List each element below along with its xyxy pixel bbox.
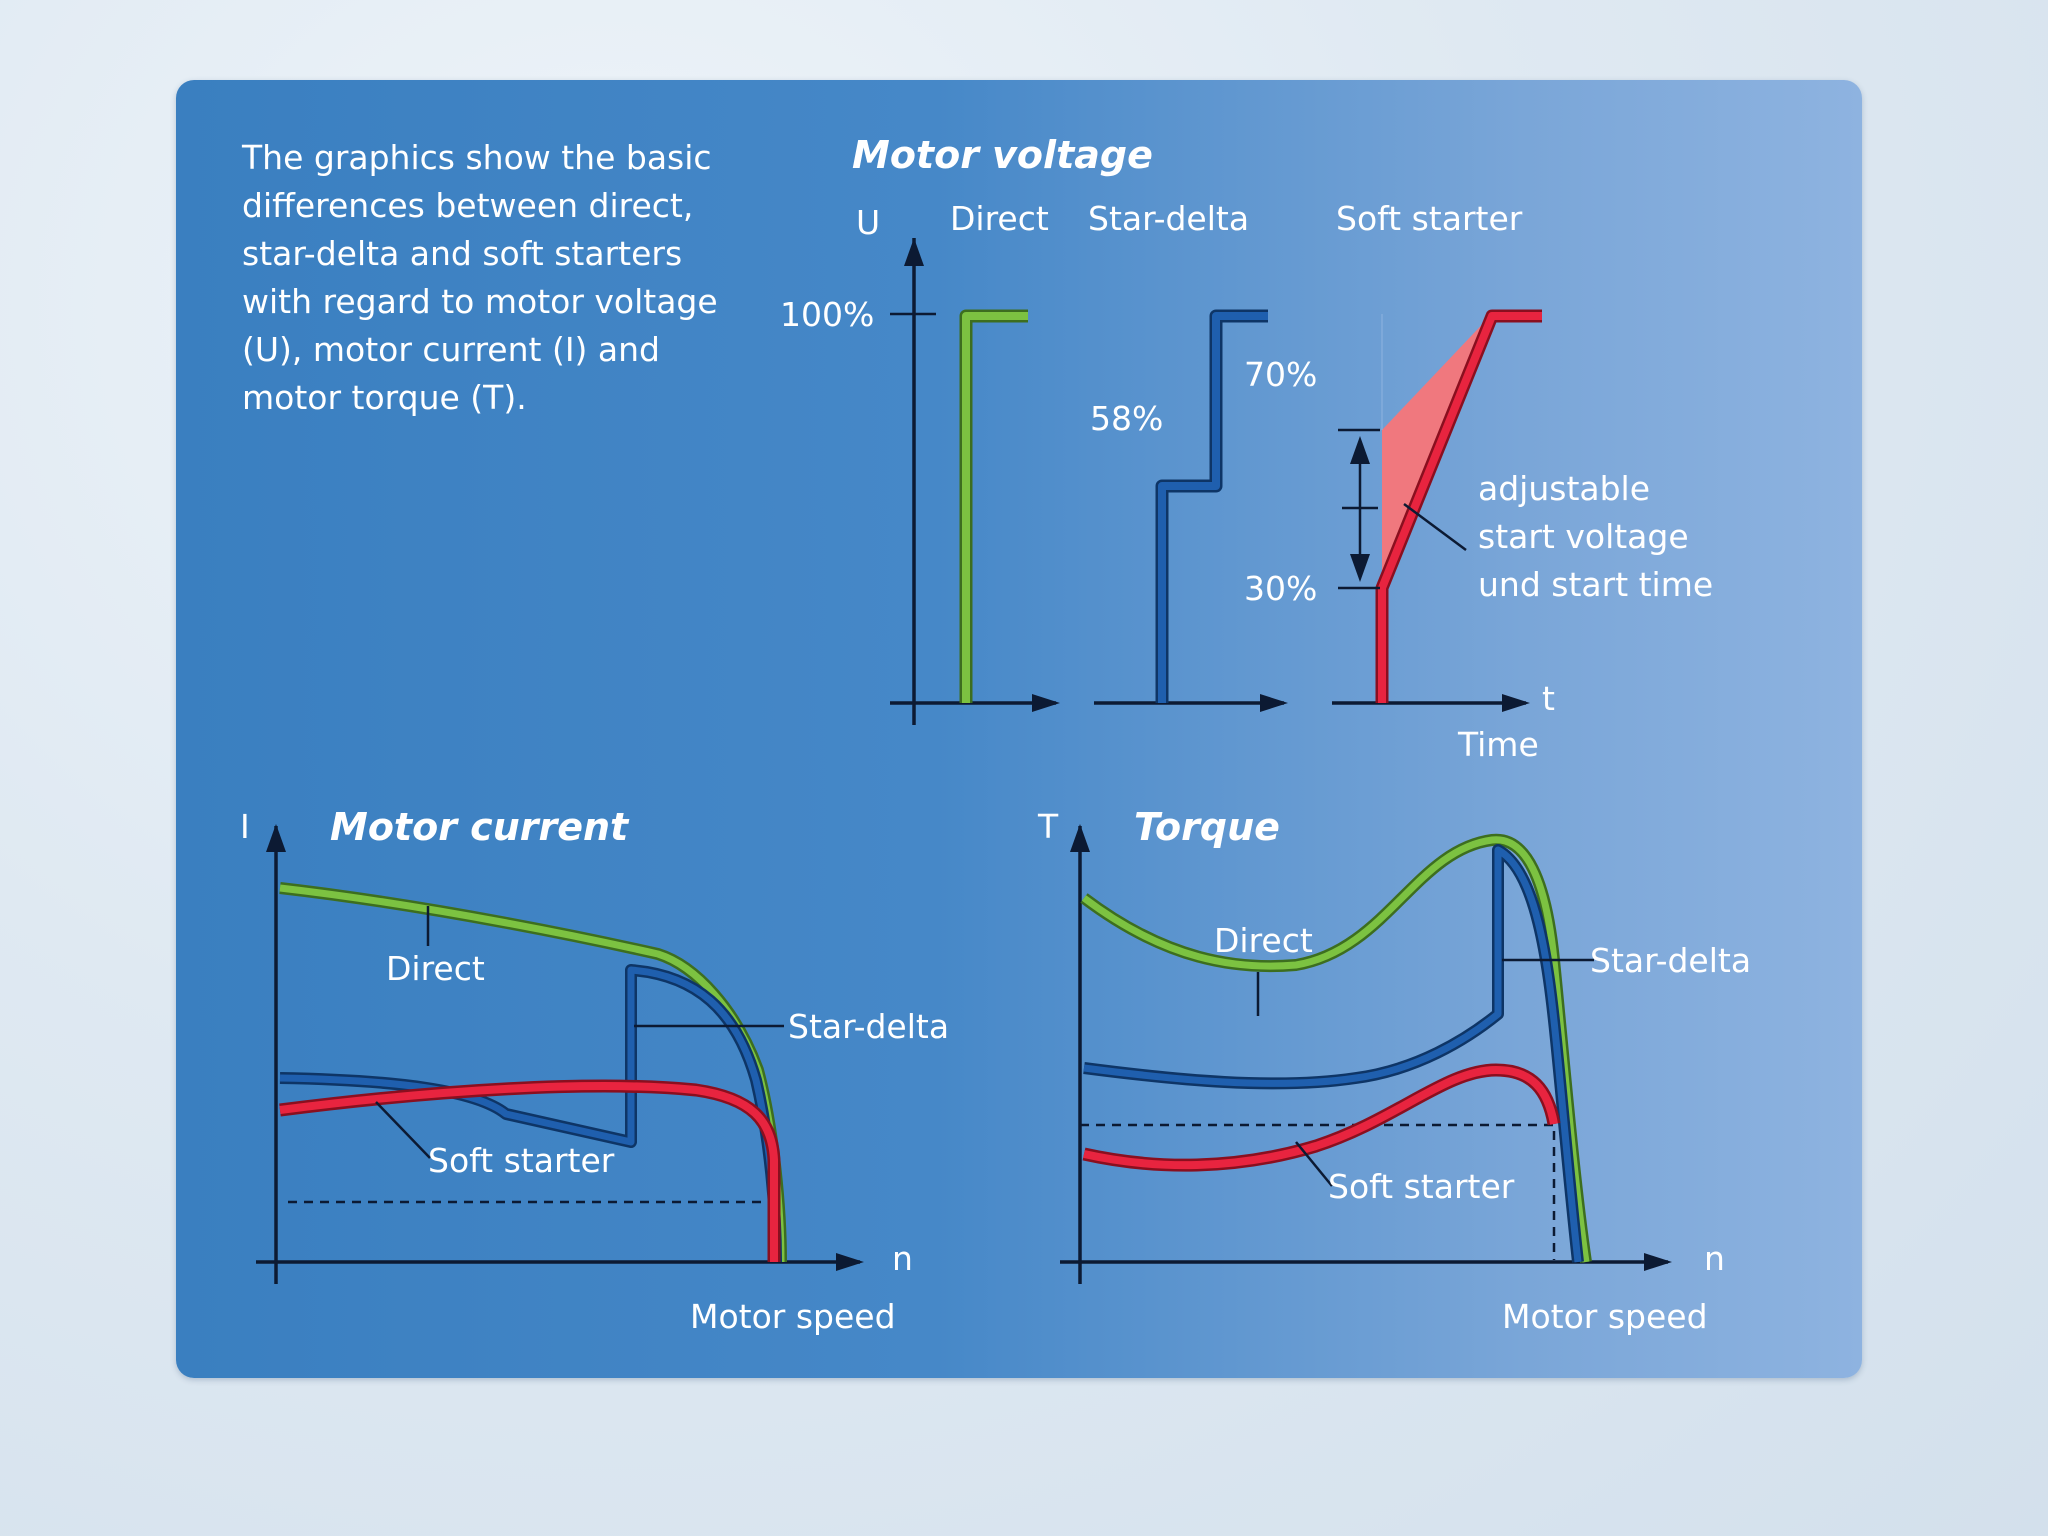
torque-soft-line — [1083, 1065, 1558, 1170]
column-label-direct: Direct — [950, 199, 1049, 238]
intro-line: The graphics show the basic — [242, 138, 712, 177]
current-label-soft: Soft starter — [428, 1141, 615, 1180]
column-label-star-delta: Star-delta — [1088, 199, 1249, 238]
current-y-axis-label: I — [240, 807, 250, 846]
voltage-title: Motor voltage — [852, 133, 1153, 177]
voltage-soft-line — [1378, 312, 1542, 703]
x-arrowhead — [1032, 694, 1060, 712]
intro-line: (U), motor current (I) and — [242, 330, 660, 369]
arrowhead-up — [1350, 436, 1370, 464]
level-100: 100% — [780, 295, 874, 334]
torque-label-star-delta: Star-delta — [1590, 941, 1751, 980]
torque-label-soft: Soft starter — [1328, 1167, 1515, 1206]
torque-chart: T Torque n Motor speed Direct Star-delt — [1037, 805, 1751, 1336]
voltage-chart: Motor voltage U Direct Star-delta Soft s… — [780, 133, 1713, 764]
intro-line: differences between direct, — [242, 186, 694, 225]
torque-title: Torque — [1134, 805, 1280, 849]
voltage-y-axis-label: U — [856, 203, 880, 242]
voltage-y-arrowhead — [904, 238, 924, 266]
level-70: 70% — [1244, 355, 1317, 394]
column-label-soft-starter: Soft starter — [1336, 199, 1523, 238]
current-soft-line — [279, 1082, 778, 1262]
leader-soft — [375, 1101, 431, 1159]
x-arrowhead — [1260, 694, 1288, 712]
torque-x-axis-label: n — [1704, 1239, 1725, 1278]
level-58: 58% — [1090, 399, 1163, 438]
current-x-axis-label: n — [892, 1239, 913, 1278]
voltage-direct-line — [962, 312, 1028, 703]
current-label-direct: Direct — [386, 949, 485, 988]
adjust-note-line-2: start voltage — [1478, 517, 1689, 556]
torque-x-label: Motor speed — [1502, 1297, 1708, 1336]
voltage-direct-shadow — [959, 309, 1028, 703]
voltage-x-label-time: Time — [1457, 725, 1539, 764]
voltage-star-delta-line — [1158, 312, 1268, 703]
diagram-panel: The graphics show the basic differences … — [176, 80, 1862, 1378]
intro-line: with regard to motor voltage — [242, 282, 718, 321]
torque-y-axis-label: T — [1037, 807, 1059, 846]
intro-text: The graphics show the basic differences … — [242, 134, 762, 422]
current-x-label: Motor speed — [690, 1297, 896, 1336]
intro-line: motor torque (T). — [242, 378, 527, 417]
adjust-note-line-1: adjustable — [1478, 469, 1650, 508]
intro-line: star-delta and soft starters — [242, 234, 683, 273]
voltage-x-axis-label: t — [1542, 679, 1555, 718]
arrowhead-down — [1350, 554, 1370, 582]
adjust-note-line-3: und start time — [1478, 565, 1713, 604]
torque-label-direct: Direct — [1214, 921, 1313, 960]
x-arrowhead — [1502, 694, 1530, 712]
torque-load-line — [1080, 1123, 1556, 1260]
current-label-star-delta: Star-delta — [788, 1007, 949, 1046]
current-y-arrowhead — [266, 824, 286, 852]
note-leader-line — [1403, 502, 1467, 552]
current-title: Motor current — [330, 805, 630, 849]
torque-star-delta-line — [1083, 846, 1582, 1263]
current-star-delta-line — [279, 966, 780, 1263]
current-chart: I Motor current n Motor speed Direct St — [240, 805, 949, 1336]
torque-x-arrowhead — [1644, 1253, 1672, 1271]
current-x-arrowhead — [836, 1253, 864, 1271]
level-30: 30% — [1244, 569, 1317, 608]
torque-y-arrowhead — [1070, 824, 1090, 852]
starter-comparison-diagram: Motor voltage U Direct Star-delta Soft s… — [240, 133, 1751, 1336]
leader-torque-soft — [1295, 1141, 1333, 1187]
